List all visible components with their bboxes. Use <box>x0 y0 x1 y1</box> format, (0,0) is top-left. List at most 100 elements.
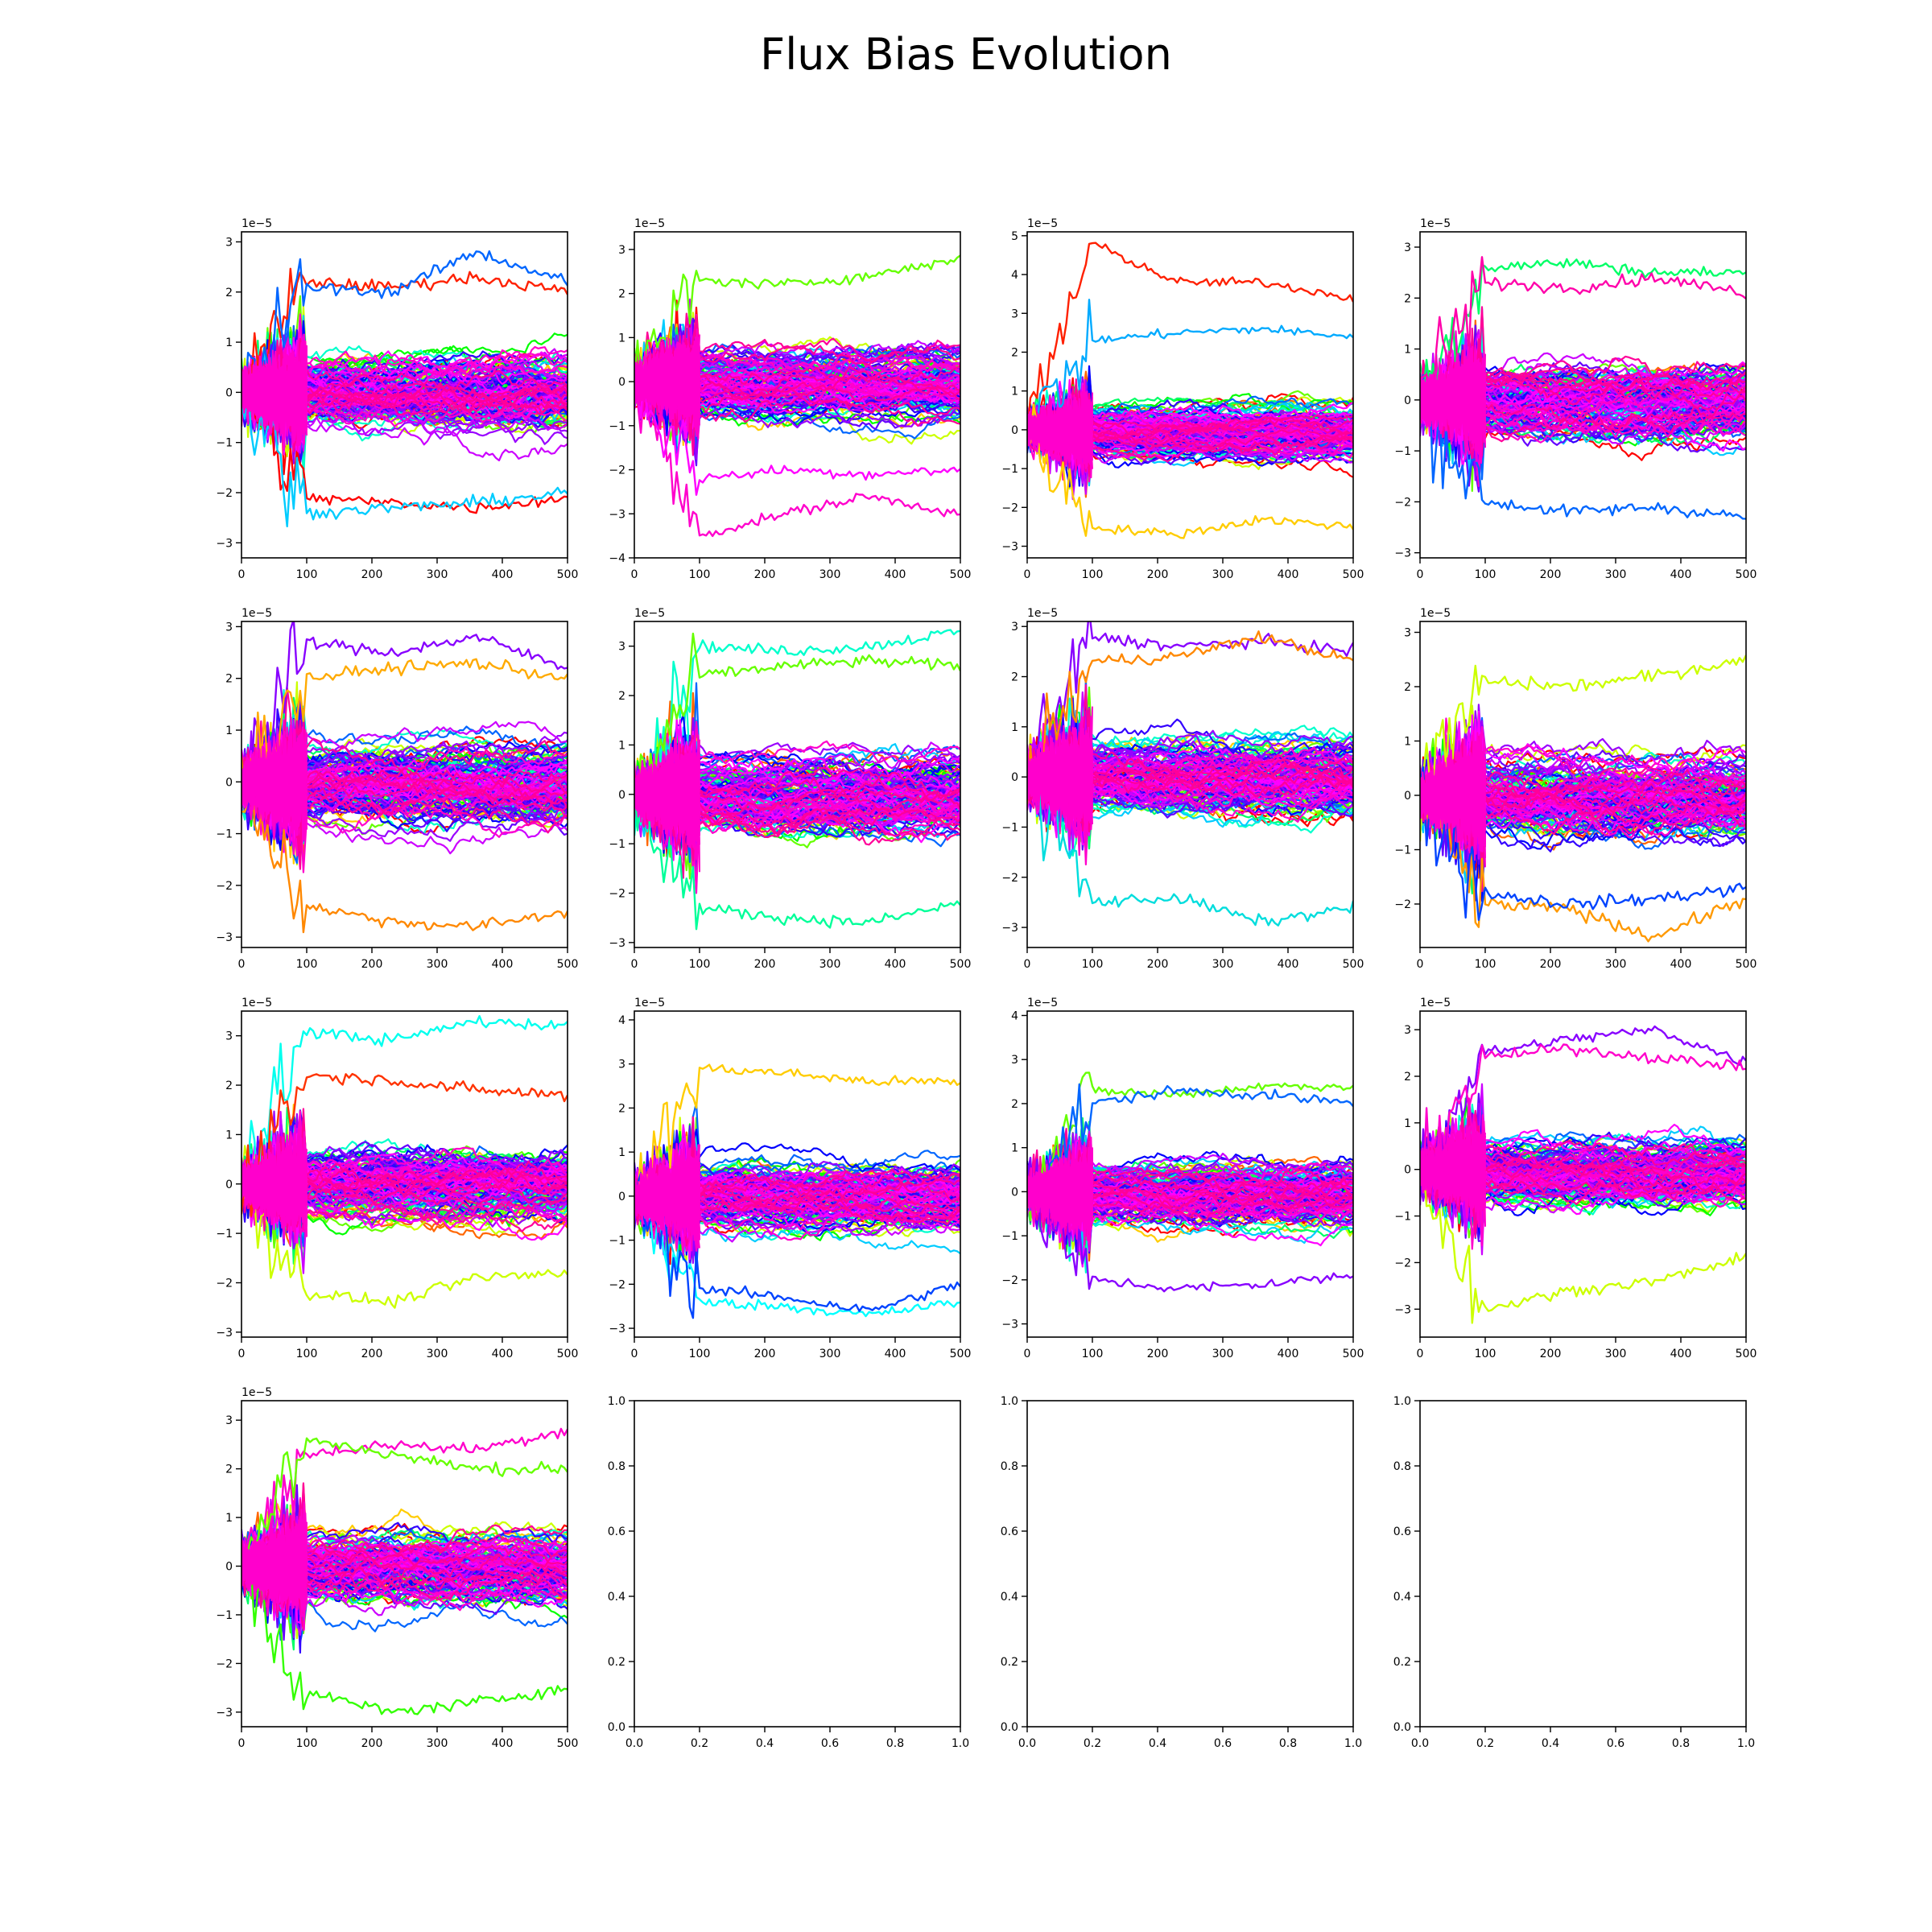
y-tick-label: −2 <box>1394 898 1411 911</box>
x-tick-label: 500 <box>557 568 579 581</box>
y-tick-label: −2 <box>609 1278 625 1291</box>
x-tick-label: 100 <box>689 1348 711 1360</box>
y-exponent-label: 1e−5 <box>634 607 665 620</box>
y-tick-label: 0 <box>1011 771 1018 784</box>
x-tick-label: 0 <box>238 958 246 971</box>
y-tick-label: 1 <box>1011 721 1018 734</box>
y-tick-label: −3 <box>1394 1303 1411 1316</box>
y-tick-label: 3 <box>1011 621 1018 634</box>
y-tick-label: 2 <box>1011 346 1018 359</box>
x-tick-label: 400 <box>492 1348 514 1360</box>
y-tick-label: 0.0 <box>608 1721 625 1734</box>
y-exponent-label: 1e−5 <box>634 997 665 1009</box>
y-tick-label: −3 <box>1001 541 1018 554</box>
axes-frame <box>1027 1401 1353 1727</box>
x-tick-label: 1.0 <box>952 1737 969 1750</box>
y-tick-label: −2 <box>1001 502 1018 514</box>
x-tick-label: 0.8 <box>886 1737 904 1750</box>
y-tick-label: 1 <box>618 332 625 345</box>
x-tick-label: 400 <box>885 1348 906 1360</box>
y-tick-label: 0 <box>1404 1164 1411 1177</box>
x-tick-label: 0 <box>631 568 638 581</box>
y-tick-label: 3 <box>225 1030 233 1043</box>
x-tick-label: 0.4 <box>756 1737 774 1750</box>
y-tick-label: 2 <box>1404 292 1411 305</box>
y-exponent-label: 1e−5 <box>1420 997 1451 1009</box>
x-tick-label: 200 <box>1147 568 1169 581</box>
y-tick-label: −1 <box>216 1609 233 1622</box>
y-tick-label: 0.0 <box>1001 1721 1018 1734</box>
subplot-16: 0.0 0.2 0.4 0.6 0.8 1.00.00.20.40.60.81.0 <box>1393 1395 1755 1750</box>
y-tick-label: 0.2 <box>1001 1656 1018 1669</box>
x-tick-label: 300 <box>1605 568 1627 581</box>
y-tick-label: 0.4 <box>608 1591 625 1604</box>
y-tick-label: 0.2 <box>608 1656 625 1669</box>
x-tick-label: 200 <box>361 1737 383 1750</box>
x-tick-label: 200 <box>1147 1348 1169 1360</box>
x-tick-label: 100 <box>1475 958 1496 971</box>
x-tick-label: 500 <box>557 1348 579 1360</box>
x-tick-label: 0.6 <box>821 1737 839 1750</box>
x-tick-label: 1.0 <box>1344 1737 1362 1750</box>
y-tick-label: 2 <box>618 288 625 301</box>
x-tick-label: 0 <box>631 1348 638 1360</box>
series-group <box>242 619 568 932</box>
y-tick-label: −3 <box>1001 1319 1018 1331</box>
x-tick-label: 400 <box>492 568 514 581</box>
axes-frame <box>1420 1401 1746 1727</box>
x-tick-label: 100 <box>1475 1348 1496 1360</box>
y-tick-label: −2 <box>609 464 625 477</box>
y-tick-label: 3 <box>225 621 233 634</box>
y-tick-label: 3 <box>225 1414 233 1427</box>
y-tick-label: −3 <box>1394 547 1411 560</box>
x-tick-label: 300 <box>427 1348 448 1360</box>
x-tick-label: 300 <box>427 958 448 971</box>
y-exponent-label: 1e−5 <box>1027 607 1058 620</box>
y-tick-label: 0 <box>225 1561 233 1574</box>
y-tick-label: 1 <box>618 739 625 752</box>
x-tick-label: 500 <box>950 568 972 581</box>
series-group <box>242 1016 568 1307</box>
series-group <box>242 251 568 526</box>
series-group <box>634 630 960 930</box>
y-tick-label: 2 <box>1011 671 1018 684</box>
y-tick-label: 1 <box>225 724 233 737</box>
x-tick-label: 100 <box>296 1737 318 1750</box>
x-tick-label: 100 <box>1082 568 1104 581</box>
x-tick-label: 0.2 <box>1084 1737 1101 1750</box>
x-tick-label: 400 <box>885 958 906 971</box>
x-tick-label: 200 <box>1540 958 1562 971</box>
y-tick-label: 0 <box>1404 394 1411 407</box>
x-tick-label: 1.0 <box>1737 1737 1755 1750</box>
y-tick-label: 1 <box>225 1512 233 1525</box>
y-tick-label: −1 <box>216 437 233 450</box>
x-tick-label: 200 <box>361 568 383 581</box>
y-tick-label: 1.0 <box>1001 1395 1018 1408</box>
x-tick-label: 0 <box>631 958 638 971</box>
y-tick-label: −2 <box>1001 1274 1018 1287</box>
y-tick-label: 5 <box>1011 230 1018 243</box>
x-tick-label: 500 <box>1343 1348 1364 1360</box>
x-tick-label: 0.6 <box>1607 1737 1624 1750</box>
x-tick-label: 400 <box>492 958 514 971</box>
series-group <box>1420 1026 1746 1323</box>
y-tick-label: 4 <box>1011 269 1018 282</box>
x-tick-label: 0 <box>238 568 246 581</box>
x-tick-label: 100 <box>1475 568 1496 581</box>
x-tick-label: 200 <box>361 1348 383 1360</box>
y-tick-label: 2 <box>225 673 233 686</box>
y-tick-label: 0.8 <box>608 1460 625 1473</box>
x-tick-label: 400 <box>1278 958 1299 971</box>
y-tick-label: −1 <box>1001 1230 1018 1243</box>
y-tick-label: 0 <box>618 1191 625 1203</box>
y-tick-label: −2 <box>216 1657 233 1670</box>
x-tick-label: 0 <box>1417 1348 1424 1360</box>
x-tick-label: 500 <box>1736 1348 1757 1360</box>
y-tick-label: −1 <box>1001 821 1018 834</box>
y-tick-label: 0 <box>1404 790 1411 803</box>
